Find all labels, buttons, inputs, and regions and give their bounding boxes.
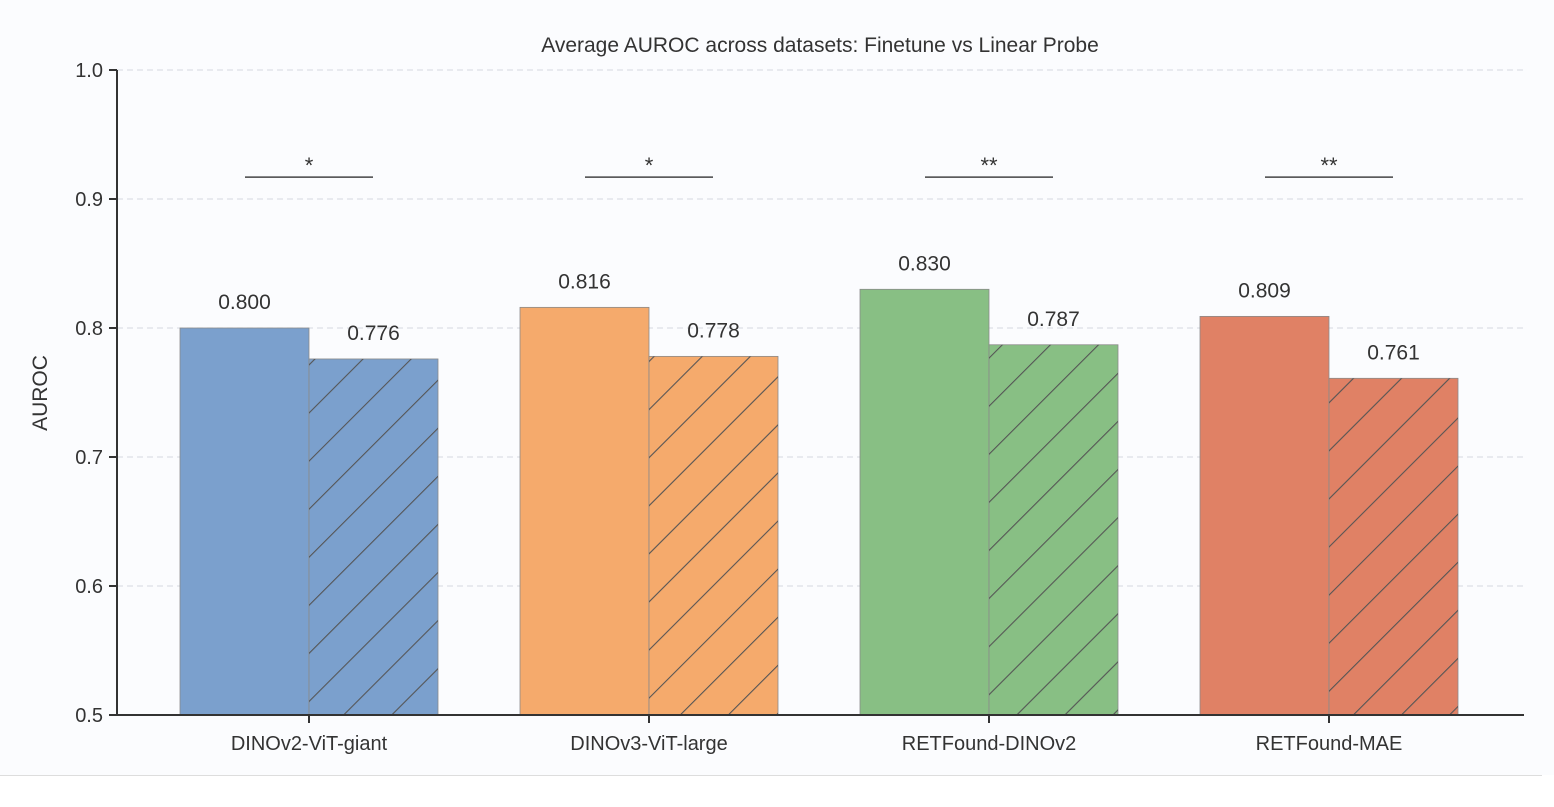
significance-marker: * <box>645 153 654 178</box>
y-tick-label: 0.9 <box>75 189 103 211</box>
bar-finetune <box>1199 315 1330 716</box>
bar-value-label: 0.809 <box>1238 279 1291 302</box>
x-tick-label: RETFound-DINOv2 <box>902 733 1077 755</box>
bar-value-label: 0.776 <box>347 322 400 345</box>
bar-finetune <box>519 306 650 716</box>
y-tick-label: 1.0 <box>75 60 103 82</box>
x-tick-label: RETFound-MAE <box>1256 733 1403 755</box>
chart-title: Average AUROC across datasets: Finetune … <box>541 34 1099 57</box>
x-tick-label: DINOv2-ViT-giant <box>231 733 388 755</box>
y-tick-label: 0.5 <box>75 705 103 727</box>
x-tick-label: DINOv3-ViT-large <box>570 733 727 755</box>
bar-finetune <box>179 327 310 716</box>
y-tick-label: 0.7 <box>75 447 103 469</box>
bar-value-label: 0.787 <box>1027 308 1080 331</box>
bar-value-label: 0.761 <box>1367 341 1420 364</box>
y-axis-label: AUROC <box>29 355 52 431</box>
significance-marker: ** <box>1320 153 1338 178</box>
significance-marker: * <box>305 153 314 178</box>
bar-value-label: 0.816 <box>558 270 611 293</box>
bar-value-label: 0.800 <box>218 291 271 314</box>
bar-hatch <box>309 358 438 715</box>
y-tick-label: 0.8 <box>75 318 103 340</box>
bar-finetune <box>859 288 990 716</box>
bar-hatch <box>1329 378 1458 715</box>
y-tick-label: 0.6 <box>75 576 103 598</box>
bar-value-label: 0.830 <box>898 252 951 275</box>
bar-hatch <box>649 356 778 715</box>
bar-hatch <box>989 344 1118 715</box>
significance-marker: ** <box>980 153 998 178</box>
bar-value-label: 0.778 <box>687 319 740 342</box>
